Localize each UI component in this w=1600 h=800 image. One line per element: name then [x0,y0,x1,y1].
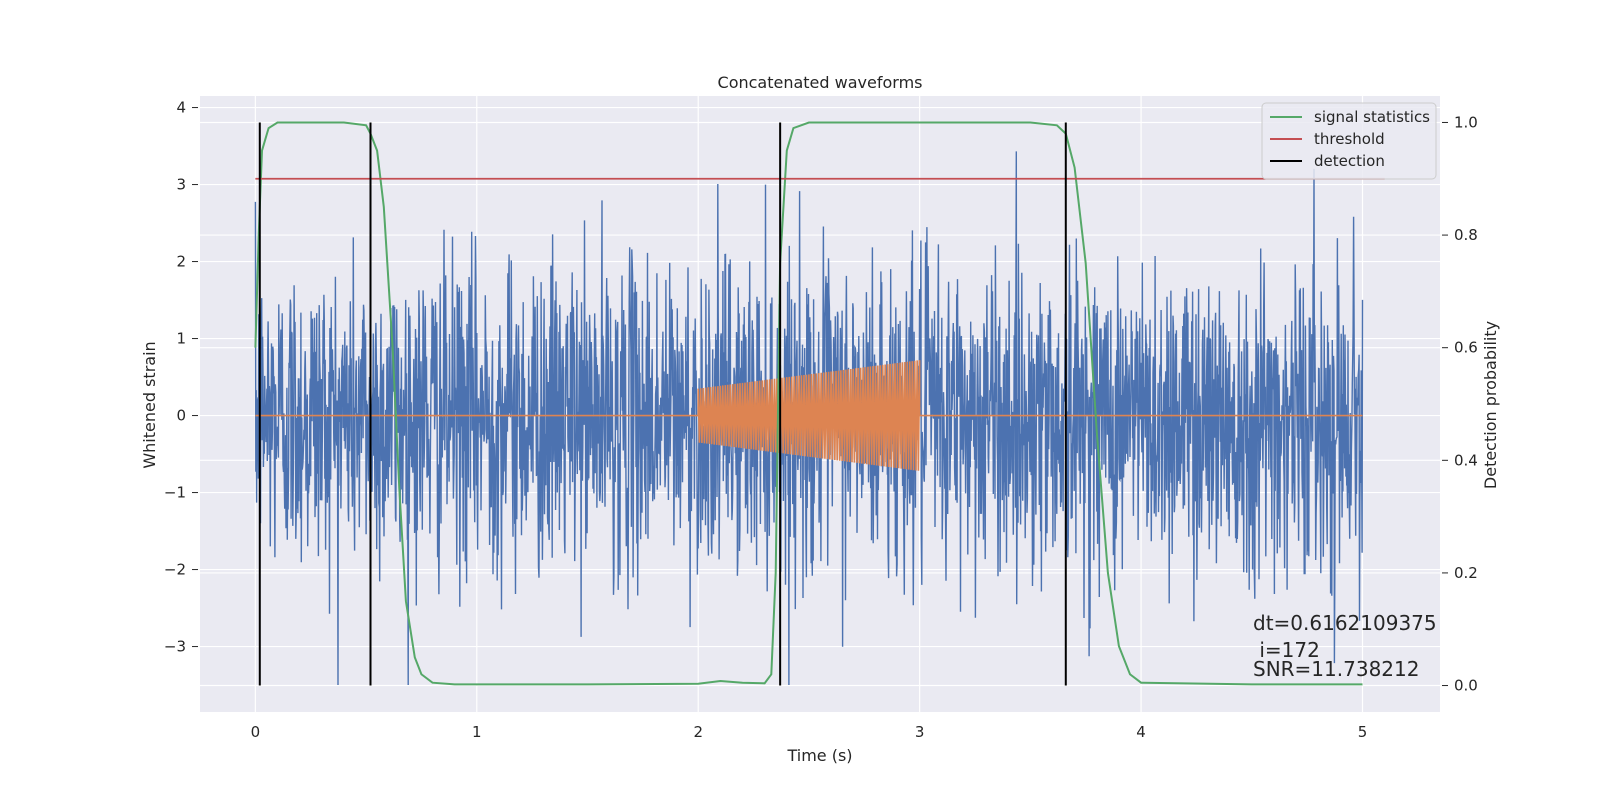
x-tick-label: 3 [915,723,925,741]
x-tick-label: 4 [1136,723,1146,741]
x-tick-label: 1 [472,723,482,741]
y2-tick-label: 1.0 [1454,113,1478,131]
y-tick-label: 4 [176,99,186,117]
y-tick-label: 2 [176,253,186,271]
whitened-strain-noise-line [254,151,1364,686]
annotation-snr: SNR=11.738212 [1253,657,1419,681]
y-axis-ticks: −3 −2 −1 0 1 2 3 4 [164,99,198,656]
y2-tick-label: 0.8 [1454,226,1478,244]
x-tick-label: 2 [693,723,703,741]
annotation-index: i=172 [1253,638,1320,662]
legend: signal statistics threshold detection [1261,102,1437,180]
x-tick-label: 0 [251,723,261,741]
y-axis-label: Whitened strain [140,341,159,468]
y-tick-label: 1 [176,330,186,348]
x-axis-ticks: 0 1 2 3 4 5 [251,723,1368,741]
x-axis-label: Time (s) [786,746,852,765]
legend-label-threshold: threshold [1314,130,1385,148]
y2-tick-label: 0.6 [1454,339,1478,357]
y-tick-label: −3 [164,638,186,656]
y-tick-label: 3 [176,176,186,194]
chart-title: Concatenated waveforms [718,73,923,92]
legend-label-signal-statistics: signal statistics [1314,108,1430,126]
y2-tick-label: 0.0 [1454,677,1478,695]
legend-frame [1261,102,1437,180]
injected-chirp-line [255,360,1363,471]
y2-axis-ticks: 0.0 0.2 0.4 0.6 0.8 1.0 [1442,113,1478,695]
y-tick-label: 0 [176,407,186,425]
series-layer [254,121,1385,686]
y2-tick-label: 0.2 [1454,564,1478,582]
y2-tick-label: 0.4 [1454,451,1478,469]
y-tick-label: −1 [164,484,186,502]
annotation-dt: dt=0.6162109375 [1253,611,1437,635]
y-tick-label: −2 [164,561,186,579]
signal-statistics-line [254,121,1363,686]
legend-label-detection: detection [1314,152,1385,170]
y2-axis-label: Detection probability [1481,321,1500,489]
x-tick-label: 5 [1358,723,1368,741]
y2-gridlines [200,121,1440,687]
